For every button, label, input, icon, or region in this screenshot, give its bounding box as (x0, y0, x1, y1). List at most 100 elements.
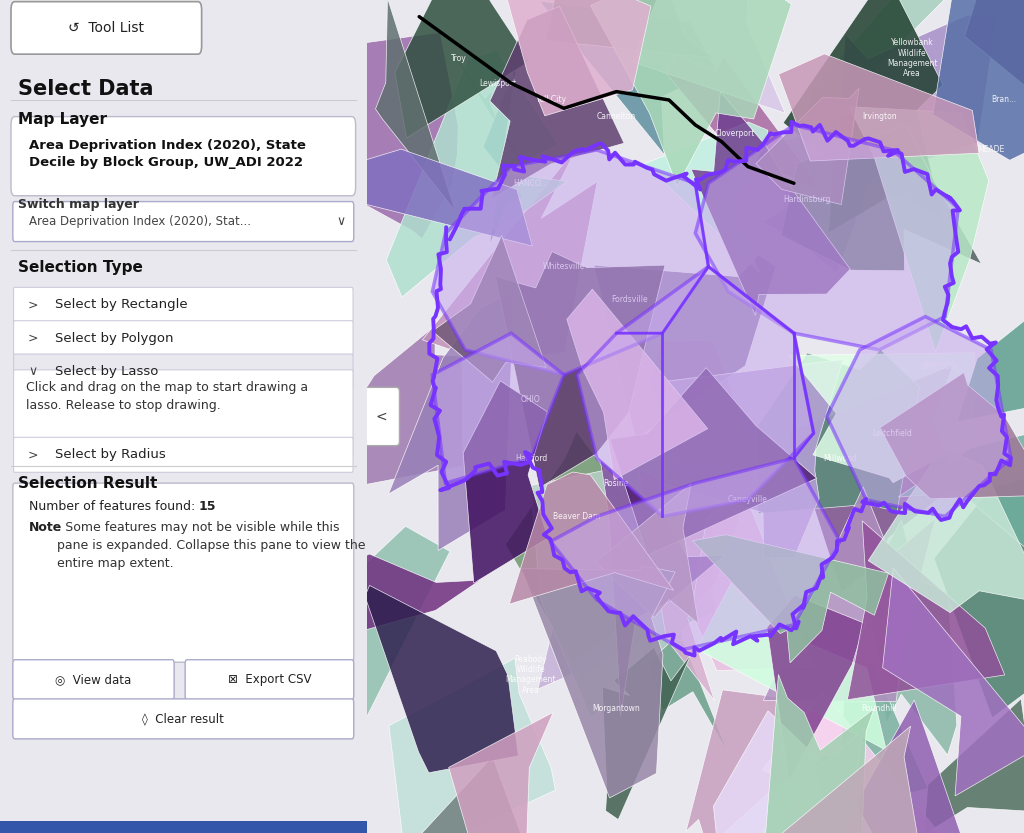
Polygon shape (633, 0, 785, 113)
Text: Morgantown: Morgantown (593, 704, 640, 712)
Polygon shape (567, 289, 708, 480)
Polygon shape (691, 92, 850, 316)
Text: ∨: ∨ (336, 215, 345, 228)
Polygon shape (788, 352, 975, 483)
Polygon shape (696, 583, 886, 751)
Polygon shape (644, 122, 768, 272)
Text: Select Data: Select Data (18, 79, 154, 99)
Text: ◎  View data: ◎ View data (55, 673, 132, 686)
Polygon shape (444, 40, 545, 202)
Polygon shape (686, 690, 786, 833)
Polygon shape (531, 456, 694, 719)
Text: Selection Type: Selection Type (18, 260, 143, 275)
FancyBboxPatch shape (13, 699, 353, 739)
Polygon shape (540, 1, 717, 155)
Polygon shape (496, 252, 665, 488)
Polygon shape (485, 0, 651, 116)
Text: Cloverport: Cloverport (715, 129, 755, 137)
Polygon shape (834, 15, 996, 191)
Text: Beaver Dam: Beaver Dam (553, 512, 601, 521)
FancyBboxPatch shape (364, 387, 399, 446)
Text: Yellowbank
Wildlife
Management
Area: Yellowbank Wildlife Management Area (887, 38, 938, 78)
Polygon shape (849, 107, 989, 352)
Polygon shape (432, 150, 709, 375)
Polygon shape (521, 566, 675, 798)
FancyBboxPatch shape (13, 483, 353, 662)
Polygon shape (388, 290, 514, 551)
Text: <: < (375, 410, 387, 423)
Polygon shape (596, 484, 698, 623)
Polygon shape (719, 742, 864, 833)
Polygon shape (714, 711, 873, 833)
Polygon shape (393, 756, 549, 833)
Text: GRAYSON: GRAYSON (921, 362, 956, 371)
Text: Rosine: Rosine (604, 479, 629, 487)
Polygon shape (664, 359, 843, 558)
Polygon shape (328, 149, 532, 246)
Text: Troy: Troy (451, 54, 467, 62)
Polygon shape (295, 32, 458, 239)
Polygon shape (783, 0, 943, 233)
Polygon shape (826, 317, 1011, 516)
Polygon shape (691, 491, 814, 671)
FancyBboxPatch shape (11, 117, 355, 196)
Text: Lewisport: Lewisport (479, 79, 517, 87)
Text: Leitchfield: Leitchfield (872, 429, 912, 437)
Polygon shape (648, 340, 762, 472)
Polygon shape (759, 675, 874, 833)
Polygon shape (777, 662, 928, 825)
Text: Switch map layer: Switch map layer (18, 198, 139, 212)
Polygon shape (395, 0, 529, 137)
Polygon shape (756, 88, 859, 205)
Text: Select by Lasso: Select by Lasso (55, 365, 159, 378)
Polygon shape (965, 0, 1024, 126)
Polygon shape (825, 701, 986, 833)
Text: Note: Note (30, 521, 62, 534)
Text: Hardinsburg: Hardinsburg (783, 196, 830, 204)
FancyBboxPatch shape (13, 287, 353, 322)
Text: ∨: ∨ (29, 365, 38, 378)
Polygon shape (750, 102, 897, 273)
Polygon shape (582, 471, 682, 641)
Text: Select by Polygon: Select by Polygon (55, 332, 173, 345)
Polygon shape (509, 472, 674, 604)
Text: Caneyville: Caneyville (728, 496, 768, 504)
Polygon shape (638, 469, 751, 701)
Text: ⊠  Export CSV: ⊠ Export CSV (227, 673, 311, 686)
FancyBboxPatch shape (13, 354, 353, 389)
Polygon shape (610, 367, 817, 556)
Text: Fordsville: Fordsville (611, 296, 648, 304)
Polygon shape (848, 521, 1005, 700)
Polygon shape (608, 567, 729, 756)
Polygon shape (577, 267, 814, 516)
Polygon shape (325, 554, 480, 633)
Polygon shape (546, 0, 714, 58)
FancyBboxPatch shape (13, 202, 353, 242)
Polygon shape (790, 365, 957, 592)
FancyBboxPatch shape (13, 370, 353, 456)
Text: Area Deprivation Index (2020), Stat...: Area Deprivation Index (2020), Stat... (30, 215, 251, 228)
Polygon shape (551, 458, 840, 650)
Polygon shape (600, 460, 724, 716)
Polygon shape (591, 0, 792, 187)
Text: Select by Radius: Select by Radius (55, 448, 166, 461)
Text: Bran...: Bran... (991, 96, 1017, 104)
Polygon shape (692, 535, 889, 663)
Text: Select by Rectangle: Select by Rectangle (55, 298, 187, 312)
Text: Map Layer: Map Layer (18, 112, 108, 127)
Text: Millwood: Millwood (823, 454, 857, 462)
Polygon shape (505, 431, 699, 665)
FancyBboxPatch shape (185, 660, 353, 700)
Polygon shape (781, 125, 981, 271)
Polygon shape (376, 0, 455, 211)
Text: Click and drag on the map to start drawing a
lasso. Release to stop drawing.: Click and drag on the map to start drawi… (26, 381, 308, 412)
Polygon shape (778, 54, 979, 161)
Polygon shape (296, 326, 463, 498)
Text: Irvington: Irvington (862, 112, 897, 121)
Polygon shape (594, 255, 776, 439)
Polygon shape (602, 647, 691, 820)
Polygon shape (868, 446, 1024, 612)
Polygon shape (805, 0, 959, 132)
Polygon shape (463, 381, 548, 583)
FancyBboxPatch shape (13, 321, 353, 356)
